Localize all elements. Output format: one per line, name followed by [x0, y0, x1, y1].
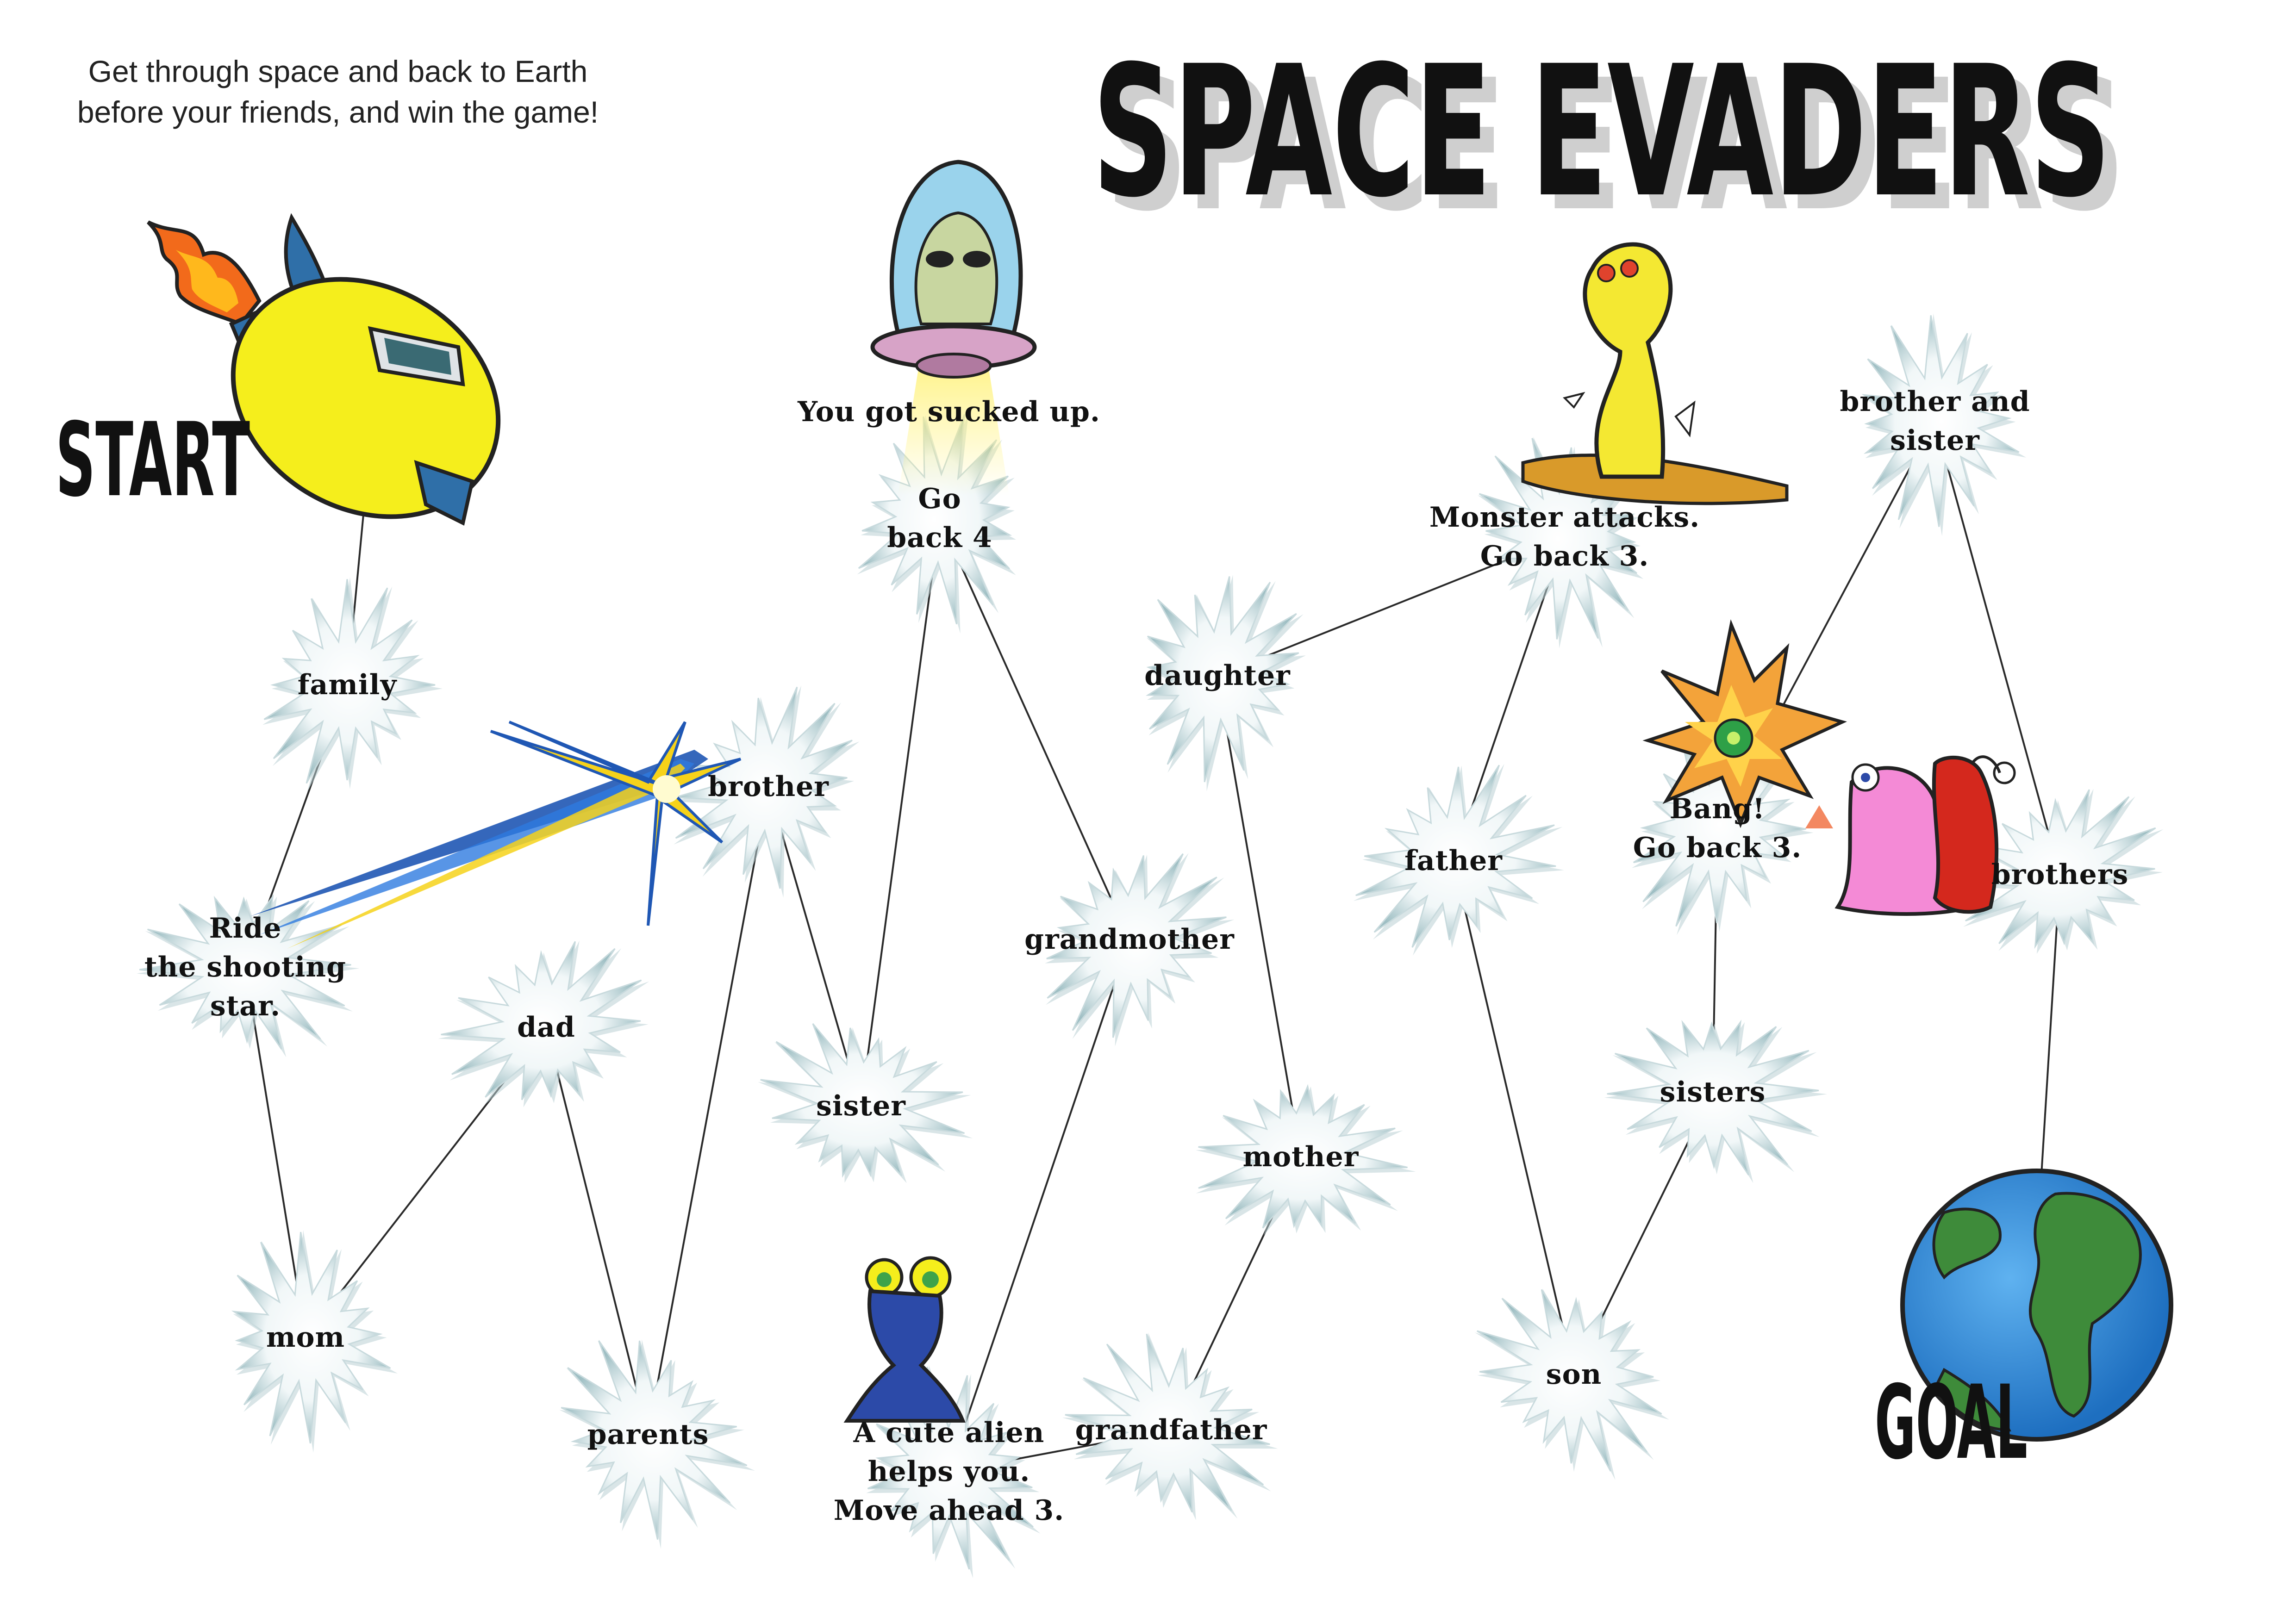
- space-label-line: brothers: [1991, 858, 2129, 891]
- space-label-sister: sister: [816, 1087, 906, 1126]
- space-label-line: helps you.: [867, 1455, 1030, 1488]
- svg-text:START: START: [56, 401, 250, 519]
- space-label-line: Ride: [209, 912, 282, 945]
- space-label-line: Move ahead 3.: [833, 1494, 1065, 1527]
- space-label-line: mom: [266, 1321, 345, 1354]
- space-family: [262, 577, 443, 792]
- space-label-mom: mom: [266, 1318, 345, 1357]
- space-label-line: sister: [1890, 424, 1980, 457]
- path-line-goback4-grandmother: [939, 518, 1130, 940]
- space-grandmother: [1045, 853, 1235, 1047]
- title-shadow: SPACE EVADERS: [1106, 41, 2125, 236]
- space-label-line: Go back 3.: [1480, 540, 1649, 572]
- blue-alien-icon: [843, 1256, 966, 1423]
- space-label-monster: Monster attacks. Go back 3.: [1429, 498, 1700, 576]
- monster-icon: [1521, 242, 1789, 505]
- space-brother: [673, 685, 860, 898]
- space-label-sisters: sisters: [1660, 1073, 1766, 1112]
- space-label-line: grandfather: [1075, 1414, 1267, 1446]
- space-label-parents: parents: [587, 1415, 709, 1454]
- path-line-parents-brother: [647, 786, 769, 1435]
- earth-icon: [1900, 1169, 2173, 1442]
- space-label-line: sisters: [1660, 1076, 1766, 1108]
- space-label-dad: dad: [517, 1008, 575, 1047]
- instructions-line-1: Get through space and back to Earth: [88, 54, 588, 88]
- space-grandfather: [1062, 1332, 1278, 1520]
- space-label-brother: brother: [708, 767, 829, 806]
- space-label-line: Bang!: [1669, 793, 1766, 825]
- red-alien-icon: [1932, 755, 2016, 914]
- space-daughter: [1146, 575, 1306, 791]
- space-mom: [231, 1230, 398, 1453]
- space-label-line: the shooting: [144, 951, 346, 983]
- space-sisters: [1604, 1020, 1827, 1183]
- space-label-goback4: Go back 4: [887, 479, 992, 557]
- space-father: [1353, 764, 1564, 956]
- path-line-sister-goback4: [860, 518, 941, 1107]
- space-son: [1474, 1288, 1669, 1480]
- ufo-alien-icon: [870, 160, 1037, 495]
- space-label-brothers: brothers: [1991, 855, 2129, 894]
- title-text: SPACE EVADERS: [1092, 27, 2111, 236]
- page-title: SPACE EVADERS SPACE EVADERS: [1092, 27, 2125, 236]
- space-dad: [438, 940, 649, 1107]
- space-label-line: father: [1404, 845, 1503, 877]
- space-label-line: Monster attacks.: [1429, 501, 1700, 534]
- space-label-brosis: brother and sister: [1840, 382, 2030, 460]
- space-label-son: son: [1546, 1355, 1602, 1394]
- space-sister: [758, 1023, 973, 1183]
- space-label-line: grandmother: [1024, 923, 1235, 956]
- instructions-line-2: before your friends, and win the game!: [77, 95, 599, 129]
- instructions: Get through space and back to Earth befo…: [37, 51, 639, 132]
- rocket-icon: [147, 213, 501, 526]
- space-brosis: [1861, 313, 2027, 536]
- space-label-daughter: daughter: [1144, 656, 1291, 695]
- space-label-father: father: [1404, 841, 1503, 880]
- space-label-line: daughter: [1144, 659, 1291, 692]
- space-label-line: back 4: [887, 522, 992, 554]
- space-label-line: brother and: [1840, 386, 2030, 418]
- space-label-line: You got sucked up.: [798, 396, 1100, 428]
- space-parents: [559, 1339, 755, 1549]
- space-label-line: sister: [816, 1090, 906, 1122]
- space-label-mother: mother: [1243, 1138, 1359, 1176]
- space-label-line: son: [1546, 1358, 1602, 1391]
- space-label-ride: Ride the shooting star.: [144, 909, 346, 1026]
- path-line-ride-mom: [244, 967, 306, 1338]
- goal-label: GOAL: [1875, 1363, 2028, 1482]
- space-label-line: family: [297, 669, 397, 701]
- start-label: START: [56, 401, 250, 519]
- space-label-bang: Bang! Go back 3.: [1633, 790, 1802, 867]
- space-label-line: Go: [918, 483, 961, 515]
- path-line-brosis-brothers: [1934, 421, 2061, 875]
- space-label-sucked: You got sucked up.: [798, 392, 1100, 431]
- space-label-line: brother: [708, 771, 829, 803]
- path-line-mother-daughter: [1217, 675, 1302, 1157]
- space-brothers: [1952, 789, 2164, 954]
- space-label-alien: A cute alien helps you. Move ahead 3.: [834, 1413, 1064, 1530]
- space-ride: [137, 894, 360, 1057]
- shooting-star-icon: [250, 721, 742, 949]
- path-line-dad-parents: [545, 1027, 649, 1435]
- space-squares: [137, 313, 2164, 1578]
- space-label-line: Go back 3.: [1633, 832, 1802, 864]
- path-line-grandmother-alien: [948, 939, 1130, 1472]
- space-label-line: dad: [517, 1011, 575, 1044]
- space-label-line: parents: [587, 1418, 709, 1451]
- space-label-line: mother: [1242, 1141, 1359, 1173]
- space-label-grandfather: grandfather: [1075, 1411, 1267, 1449]
- space-label-grandmother: grandmother: [1024, 920, 1235, 959]
- explosion-icon: [1642, 619, 1847, 828]
- path-line-father-son: [1453, 860, 1575, 1375]
- svg-text:GOAL: GOAL: [1875, 1363, 2028, 1482]
- space-mother: [1196, 1084, 1416, 1236]
- space-label-line: A cute alien: [853, 1417, 1045, 1449]
- space-label-family: family: [298, 665, 397, 704]
- space-label-line: star.: [210, 990, 281, 1022]
